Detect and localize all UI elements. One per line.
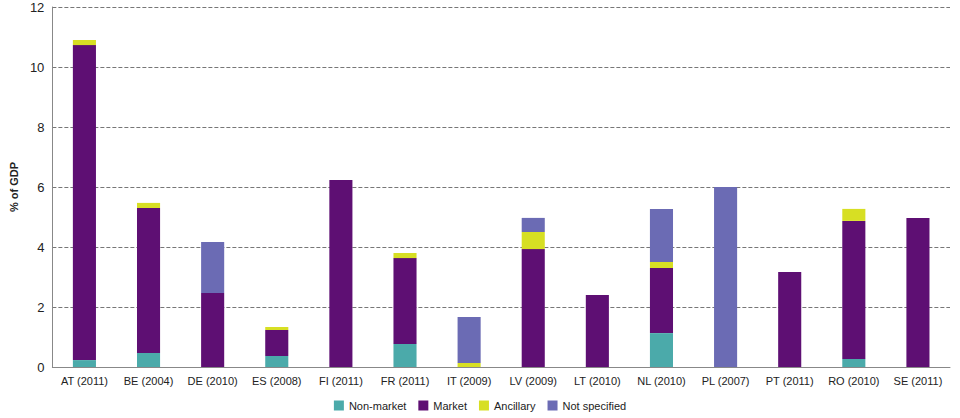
svg-text:% of GDP: % of GDP — [8, 162, 20, 212]
svg-text:Not specified: Not specified — [563, 400, 627, 412]
svg-text:4: 4 — [37, 240, 44, 255]
svg-text:FR (2011): FR (2011) — [381, 375, 430, 387]
svg-text:LV (2009): LV (2009) — [509, 375, 557, 387]
svg-text:ES (2008): ES (2008) — [252, 375, 302, 387]
svg-text:BE (2004): BE (2004) — [124, 375, 174, 387]
svg-text:10: 10 — [30, 60, 44, 75]
svg-text:LT (2010): LT (2010) — [574, 375, 621, 387]
svg-text:AT (2011): AT (2011) — [61, 375, 108, 387]
svg-text:0: 0 — [37, 360, 44, 375]
svg-text:12: 12 — [30, 0, 44, 15]
svg-text:SE (2011): SE (2011) — [894, 375, 943, 387]
svg-text:RO (2010): RO (2010) — [828, 375, 879, 387]
svg-text:PT (2011): PT (2011) — [766, 375, 814, 387]
svg-text:NL (2010): NL (2010) — [637, 375, 686, 387]
svg-text:6: 6 — [37, 180, 44, 195]
svg-text:2: 2 — [37, 300, 44, 315]
svg-text:8: 8 — [37, 120, 44, 135]
svg-text:Non-market: Non-market — [349, 400, 406, 412]
svg-text:IT (2009): IT (2009) — [447, 375, 491, 387]
svg-text:DE (2010): DE (2010) — [188, 375, 238, 387]
svg-text:PL (2007): PL (2007) — [702, 375, 750, 387]
svg-text:Market: Market — [433, 400, 467, 412]
svg-text:Ancillary: Ancillary — [494, 400, 536, 412]
svg-text:FI (2011): FI (2011) — [319, 375, 363, 387]
